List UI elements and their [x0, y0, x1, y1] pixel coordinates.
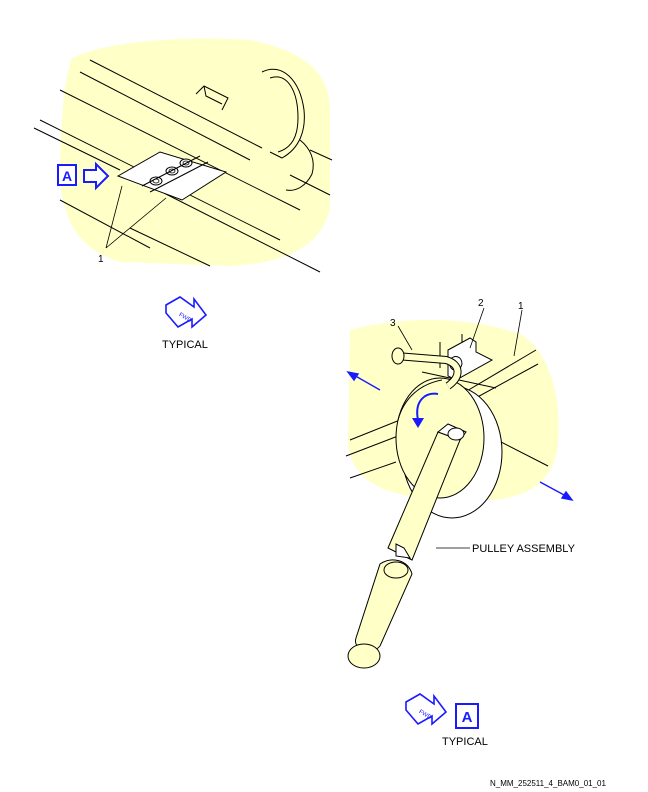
- location-highlight: [59, 38, 330, 266]
- rotation-arrow-icon: [416, 392, 439, 421]
- callout-1: 1: [518, 301, 524, 312]
- view-a-letter: A: [62, 168, 72, 184]
- cable: [391, 347, 462, 390]
- callout-3: 3: [390, 318, 396, 329]
- fwd-arrow-icon: FWD: [165, 296, 208, 329]
- drawing-reference: N_MM_252511_4_BAM0_01_01: [490, 779, 606, 788]
- callout-2: 2: [478, 298, 484, 309]
- fwd-arrow-icon-bottom: FWD: [405, 693, 448, 726]
- typical-label-bottom: TYPICAL: [442, 736, 488, 748]
- direction-arrows: [346, 370, 574, 502]
- pulley-detail-view: 3 2 1 PULLEY ASSEMBLY: [345, 298, 576, 669]
- view-a-arrow-icon: [83, 161, 110, 191]
- item-1-callout-top: 1: [98, 254, 104, 265]
- item-1-leaders: [105, 185, 167, 249]
- view-a-box-bottom: A: [455, 703, 479, 729]
- typical-label-top: TYPICAL: [162, 339, 208, 351]
- pulley-plate: [116, 151, 228, 201]
- rotation-arrowhead-icon: [412, 418, 424, 428]
- view-a-marker: A: [57, 161, 110, 191]
- detail-leaders: [397, 307, 523, 549]
- pulley-assembly-label: PULLEY ASSEMBLY: [472, 543, 576, 555]
- crank-handle: [347, 423, 467, 669]
- fwd-indicator-bottom: FWD A TYPICAL: [405, 693, 488, 748]
- svg-text:A: A: [462, 709, 473, 726]
- location-view: A 1: [33, 38, 333, 273]
- fwd-indicator-top: FWD TYPICAL: [162, 296, 208, 351]
